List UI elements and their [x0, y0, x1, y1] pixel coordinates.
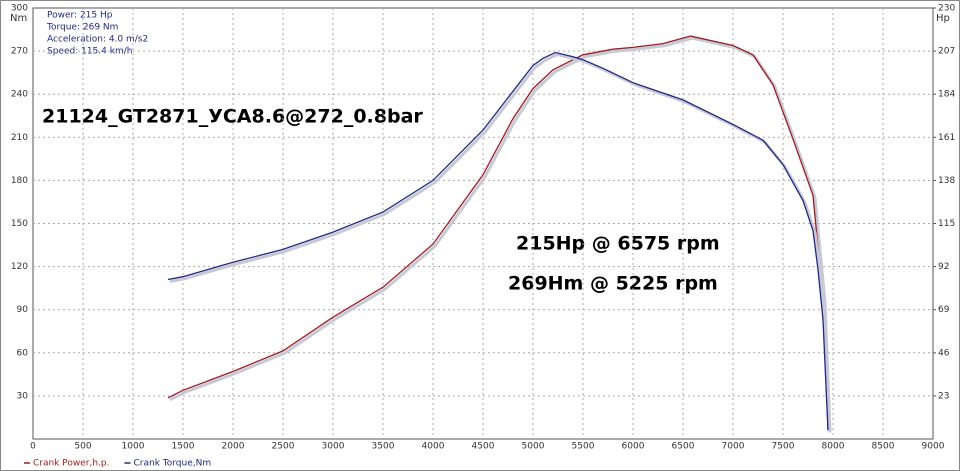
info-text: Torque: 269 Nm	[46, 23, 118, 33]
x-tick-label: 8500	[872, 442, 895, 452]
y-tick-label: 240	[11, 90, 28, 100]
y-tick-label: 270	[11, 47, 28, 57]
y2-tick-label: 23	[938, 391, 949, 401]
y2-tick-label: 138	[938, 176, 955, 186]
legend-label: Crank Power,h.p.	[33, 459, 110, 469]
line-shadow	[169, 36, 832, 432]
y2-tick-label: 69	[938, 305, 950, 315]
x-tick-label: 5000	[522, 442, 545, 452]
y2-tick-label: 184	[938, 90, 955, 100]
y2-tick-label: 207	[938, 47, 955, 57]
x-tick-label: 1000	[122, 442, 145, 452]
x-tick-label: 7500	[772, 442, 795, 452]
y-tick-label: 90	[17, 305, 29, 315]
y-tick-label: 30	[17, 391, 29, 401]
annotation: 269Hm @ 5225 rpm	[508, 273, 718, 295]
x-tick-label: 7000	[722, 442, 745, 452]
y-tick-label: 150	[11, 219, 28, 229]
x-tick-label: 3000	[322, 442, 345, 452]
x-tick-label: 6500	[672, 442, 695, 452]
y2-axis-label: Hp	[936, 13, 950, 24]
y2-tick-label: 92	[938, 262, 949, 272]
y-tick-label: 210	[11, 133, 28, 143]
y-tick-label: 300	[11, 4, 28, 14]
x-tick-label: 1500	[172, 442, 195, 452]
info-text: Power: 215 Hp	[47, 11, 113, 21]
line	[167, 51, 829, 431]
line	[167, 35, 829, 430]
x-tick-label: 6000	[622, 442, 645, 452]
y2-tick-label: 115	[938, 219, 955, 229]
x-tick-label: 0	[30, 442, 36, 452]
x-tick-label: 9000	[922, 442, 945, 452]
x-tick-label: 5500	[572, 442, 595, 452]
y-tick-label: 180	[11, 176, 28, 186]
x-tick-label: 8000	[822, 442, 845, 452]
y-tick-label: 60	[17, 348, 29, 358]
x-tick-label: 2000	[222, 442, 245, 452]
x-tick-label: 4500	[472, 442, 495, 452]
legend-label: Crank Torque,Nm	[134, 459, 212, 469]
y-axis-label: Nm	[10, 13, 27, 24]
x-tick-label: 500	[74, 442, 91, 452]
x-tick-label: 2500	[272, 442, 295, 452]
chart-title: 21124_GT2871_УСА8.6@272_0.8bar	[42, 106, 423, 128]
line-shadow	[169, 52, 832, 433]
y-tick-label: 120	[11, 262, 28, 272]
y2-tick-label: 161	[938, 133, 955, 143]
x-tick-label: 4000	[422, 442, 445, 452]
annotation: 215Hp @ 6575 rpm	[516, 233, 720, 255]
y2-tick-label: 230	[938, 4, 955, 14]
y2-tick-label: 46	[938, 348, 950, 358]
x-tick-label: 3500	[372, 442, 395, 452]
info-text: Acceleration: 4.0 m/s2	[47, 35, 148, 45]
